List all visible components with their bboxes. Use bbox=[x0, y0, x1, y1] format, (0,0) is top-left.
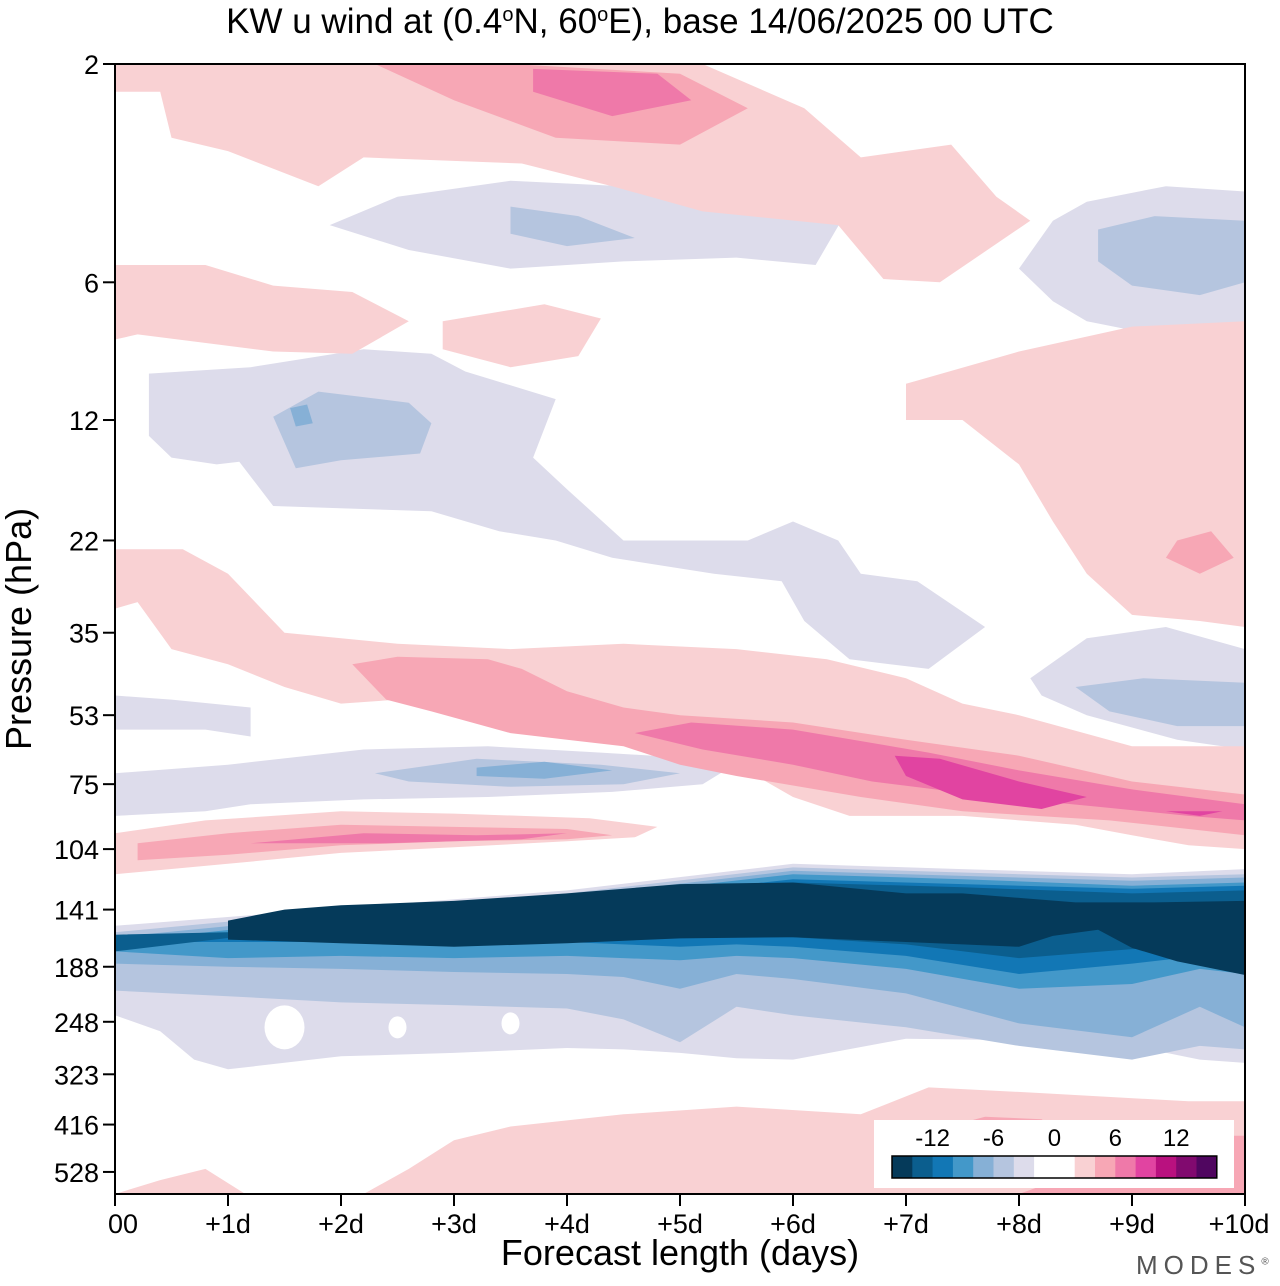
degree-mark: o bbox=[597, 4, 609, 26]
y-tick-label: 141 bbox=[54, 896, 99, 926]
contour-region-pos12-32 bbox=[1165, 811, 1223, 816]
modes-logo: MODES® bbox=[1136, 1250, 1269, 1281]
colorbar-swatch bbox=[1074, 1156, 1096, 1178]
x-tick-label: +9d bbox=[1109, 1209, 1155, 1239]
x-tick-label: +3d bbox=[431, 1209, 477, 1239]
colorbar-swatch bbox=[1013, 1156, 1035, 1178]
registered-mark: ® bbox=[1261, 1256, 1269, 1268]
colorbar-swatch bbox=[1196, 1156, 1218, 1178]
y-tick-label: 104 bbox=[54, 835, 99, 865]
x-tick-label: +4d bbox=[544, 1209, 590, 1239]
contour-gap bbox=[264, 1005, 305, 1050]
y-tick-label: 188 bbox=[54, 953, 99, 983]
y-tick-label: 2 bbox=[84, 50, 99, 80]
title-middle: N, 60 bbox=[513, 2, 598, 41]
contour-region-pos3-25 bbox=[442, 304, 601, 368]
x-axis-label: Forecast length (days) bbox=[500, 1232, 860, 1273]
y-tick-label: 6 bbox=[84, 268, 99, 298]
contour-region-pos3-21 bbox=[115, 64, 1031, 283]
y-tick-label: 248 bbox=[54, 1008, 99, 1038]
y-tick-label: 53 bbox=[69, 701, 99, 731]
contour-region-pos9-35 bbox=[250, 833, 567, 844]
colorbar-swatch bbox=[973, 1156, 994, 1178]
y-tick-label: 35 bbox=[69, 619, 99, 649]
x-axis: 00 +1d +2d +3d +4d +5d +6d +7d +8d +9d +10d bbox=[108, 1194, 1269, 1239]
colorbar-legend: -12 -6 0 6 12 bbox=[874, 1120, 1234, 1188]
contour-layer bbox=[115, 64, 1245, 1194]
chart-title: KW u wind at (0.4oN, 60oE), base 14/06/2… bbox=[0, 2, 1280, 42]
colorbar-tick-label: 12 bbox=[1163, 1125, 1190, 1152]
y-tick-label: 416 bbox=[54, 1111, 99, 1141]
colorbar-tick-label: 6 bbox=[1109, 1125, 1122, 1152]
title-prefix: KW u wind at (0.4 bbox=[226, 2, 503, 41]
logo-text: MODES bbox=[1136, 1250, 1262, 1280]
contour-region-pos6-27 bbox=[1165, 531, 1234, 574]
contour-region-neg21-20 bbox=[228, 882, 1245, 975]
contour-gap bbox=[501, 1012, 520, 1035]
colorbar-swatch bbox=[952, 1156, 974, 1178]
contour-region-neg6-2 bbox=[510, 206, 635, 247]
contour-region-pos12-31 bbox=[894, 755, 1087, 809]
contour-region-neg6-6 bbox=[273, 391, 432, 469]
contour-region-neg6-9 bbox=[1075, 678, 1245, 727]
contour-region-neg3-5 bbox=[148, 349, 986, 669]
colorbar-swatch bbox=[932, 1156, 954, 1178]
colorbar-frame bbox=[891, 1155, 1218, 1179]
x-tick-label: +8d bbox=[996, 1209, 1042, 1239]
contour-region-pos9-23 bbox=[533, 68, 692, 117]
y-tick-label: 22 bbox=[69, 526, 99, 556]
degree-mark: o bbox=[502, 4, 514, 26]
colorbar-swatch bbox=[1135, 1156, 1157, 1178]
colorbar-swatch bbox=[1176, 1156, 1197, 1178]
colorbar-swatch bbox=[912, 1156, 934, 1178]
contour-region-neg9-7 bbox=[290, 404, 313, 427]
x-tick-label: +1d bbox=[205, 1209, 251, 1239]
colorbar-swatch bbox=[993, 1156, 1015, 1178]
contour-region-neg9-13 bbox=[476, 761, 613, 779]
y-tick-label: 12 bbox=[69, 406, 99, 436]
colorbar-swatch bbox=[1034, 1156, 1055, 1178]
x-tick-label: +10d bbox=[1209, 1209, 1270, 1239]
colorbar-tick-label: -12 bbox=[915, 1125, 950, 1152]
colorbar-swatch bbox=[1155, 1156, 1177, 1178]
contour-region-pos3-26 bbox=[906, 321, 1245, 627]
x-tick-label: +5d bbox=[657, 1209, 703, 1239]
y-tick-label: 75 bbox=[69, 770, 99, 800]
x-tick-label: +2d bbox=[318, 1209, 364, 1239]
colorbar-swatch bbox=[1095, 1156, 1116, 1178]
colorbar-tick-label: 0 bbox=[1048, 1125, 1061, 1152]
y-axis: 2 6 12 22 35 53 75 104 141 188 248 323 416 528 bbox=[54, 50, 115, 1188]
title-suffix: E), base 14/06/2025 00 UTC bbox=[608, 2, 1054, 41]
colorbar-swatch bbox=[892, 1156, 913, 1178]
x-tick-label: +7d bbox=[883, 1209, 929, 1239]
y-tick-label: 528 bbox=[54, 1158, 99, 1188]
x-tick-label: +6d bbox=[770, 1209, 816, 1239]
colorbar-swatch bbox=[1054, 1156, 1076, 1178]
y-axis-label: Pressure (hPa) bbox=[0, 507, 39, 750]
x-tick-label: 00 bbox=[108, 1209, 138, 1239]
colorbar-tick-label: -6 bbox=[983, 1125, 1004, 1152]
contour-region-pos3-24 bbox=[115, 265, 409, 354]
y-tick-label: 323 bbox=[54, 1060, 99, 1090]
contour-gap bbox=[388, 1016, 407, 1039]
contour-region-neg6-4 bbox=[1098, 216, 1245, 296]
colorbar-swatch bbox=[1115, 1156, 1137, 1178]
contour-region-neg3-10 bbox=[115, 695, 251, 737]
